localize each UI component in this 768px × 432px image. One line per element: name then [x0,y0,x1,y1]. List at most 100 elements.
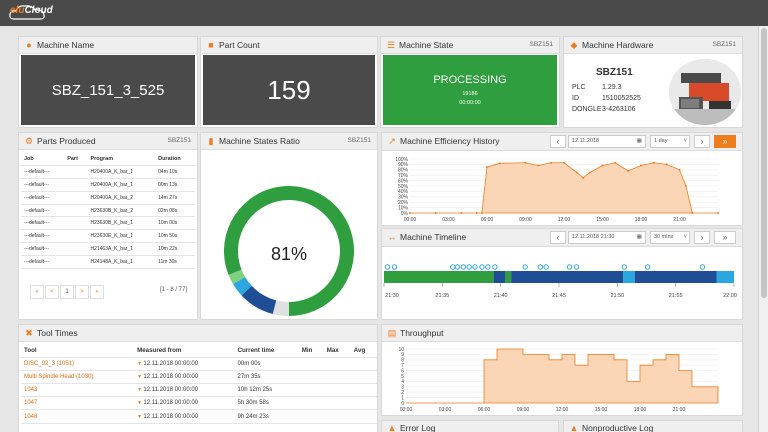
chevron-down-icon: ˅ [683,234,687,240]
timeline-segment[interactable] [634,271,717,283]
donut-segment-1[interactable] [228,269,246,285]
x-tick-label: 00:00 [400,407,413,413]
donut-segment-2[interactable] [233,276,252,296]
table-row[interactable]: ---default--- H20400A_K_bar_1 00m 13s [21,178,195,192]
page-scrollbar[interactable] [758,26,768,432]
donut-segment-3[interactable] [241,285,277,314]
panel-title: Machine Efficiency History [400,136,500,146]
table-row[interactable]: ---default--- H23630B_K_bar_1 10m 00s [21,216,195,231]
timeline-event-marker[interactable] [472,264,478,270]
timeline-event-marker[interactable] [621,264,628,270]
data-point[interactable] [691,212,694,214]
data-point[interactable] [537,164,540,167]
data-point[interactable] [480,212,483,214]
efficiency-next-button[interactable]: › [694,135,710,148]
timeline-event-marker[interactable] [699,264,706,270]
timeline-range-select[interactable]: 30 mins ˅ [650,231,690,244]
tool-name-link[interactable]: 1047 [21,396,135,411]
timeline-event-marker[interactable] [543,264,549,270]
table-cell: ▼ 12.11.2018 00:00:00 [134,357,235,371]
timeline-event-marker[interactable] [450,264,456,270]
data-point[interactable] [434,212,437,214]
timeline-segment[interactable] [511,271,624,283]
timeline-event-marker[interactable] [492,264,498,270]
timeline-event-marker[interactable] [485,264,491,270]
y-tick-label: 7 [401,363,404,369]
data-point[interactable] [652,161,655,164]
data-point[interactable] [486,166,488,169]
timeline-event-marker[interactable] [384,264,391,270]
data-point[interactable] [550,161,553,164]
timeline-next-button[interactable]: › [694,231,710,244]
y-tick-label: 80% [398,168,409,174]
data-point[interactable] [684,185,687,187]
app-logo[interactable]: eluCloud [10,5,53,16]
efficiency-date-input[interactable]: 12.11.2018 ▦ [568,135,646,148]
pagination-next-button[interactable]: > [75,285,89,299]
timeline-event-marker[interactable] [460,264,467,270]
cloud-logo-icon[interactable] [8,3,58,23]
efficiency-range-select[interactable]: 1 day ˅ [650,135,690,148]
pagination-prev-button[interactable]: < [45,285,59,299]
tool-name-link[interactable]: DISC_92_3 (1051) [21,357,135,371]
timeline-live-button[interactable]: » [714,231,736,244]
table-row[interactable]: 1048 ▼ 12.11.2018 00:00:00 9h 24m 23s [21,409,377,424]
data-point[interactable] [575,171,578,174]
scroll-thumb[interactable] [761,28,767,298]
data-point[interactable] [717,212,719,214]
timeline-event-marker[interactable] [479,264,485,270]
panel-title: Part Count [219,40,260,50]
efficiency-prev-button[interactable]: ‹ [550,135,566,148]
donut-segment-4[interactable] [272,300,290,316]
timeline-event-marker[interactable] [522,264,528,270]
tool-name-link[interactable]: Multi Spindle Head (1030) [21,370,135,385]
donut-segment-0[interactable] [224,186,354,316]
data-point[interactable] [614,161,617,164]
data-point[interactable] [640,164,642,167]
timeline-segment[interactable] [505,271,512,283]
table-row[interactable]: ---default--- H23630B_K_bar_2 02m 08s [21,204,195,218]
data-point[interactable] [588,171,591,174]
table-row[interactable]: ---default--- H21463A_K_bar_1 10m 22s [21,242,195,256]
timeline-segment[interactable] [623,271,635,283]
timeline-event-marker[interactable] [537,264,544,270]
timeline-event-marker[interactable] [466,264,472,270]
data-point[interactable] [665,163,668,166]
timeline-segment[interactable] [716,271,735,283]
timeline-segment[interactable] [493,271,506,283]
data-point[interactable] [498,162,501,165]
table-row[interactable]: Multi Spindle Head (1030) ▼ 12.11.2018 00… [21,370,377,385]
data-point[interactable] [409,212,411,214]
data-point[interactable] [524,161,527,164]
timeline-event-marker[interactable] [566,264,573,270]
pagination-first-button[interactable]: « [30,285,44,299]
table-row[interactable]: ---default--- H20400A_K_bar_2 14m 27s [21,191,195,205]
table-row[interactable]: 1047 ▼ 12.11.2018 00:00:00 5h 30m 58s [21,396,377,411]
table-row[interactable]: ---default--- H23630E_K_bar_1 10m 50s [21,229,195,244]
pagination-page-button[interactable]: 1 [60,285,74,299]
pagination-last-button[interactable]: » [90,285,104,299]
table-row[interactable]: 1043 ▼ 12.11.2018 00:00:00 10h 12m 25s [21,383,377,398]
tool-name-link[interactable]: 1048 [21,409,135,424]
timeline-segment[interactable] [384,271,494,283]
data-point[interactable] [460,212,463,214]
series-area [406,348,719,404]
data-point[interactable] [563,161,565,164]
timeline-prev-button[interactable]: ‹ [550,231,566,244]
timeline-date-input[interactable]: 12.11.2018 21:30 ▦ [568,231,646,244]
data-point[interactable] [475,212,478,214]
x-tick-label: 18:00 [634,407,647,413]
data-point[interactable] [582,176,585,179]
timeline-event-marker[interactable] [391,264,398,270]
tool-name-link[interactable]: 1043 [21,383,135,398]
timeline-event-marker[interactable] [573,264,580,270]
timeline-event-marker[interactable] [644,264,651,270]
efficiency-live-button[interactable]: » [714,135,736,148]
data-point[interactable] [627,169,630,172]
table-row[interactable]: DISC_92_3 (1051) ▼ 12.11.2018 00:00:00 00m… [21,357,377,371]
table-row[interactable]: ---default--- H20400A_K_bar_1 04m 10s [21,165,195,180]
timeline-event-marker[interactable] [454,264,461,270]
data-point[interactable] [601,164,604,167]
table-row[interactable]: ---default--- H24148A_K_bar_1 11m 30s [21,255,195,269]
data-point[interactable] [678,168,681,171]
